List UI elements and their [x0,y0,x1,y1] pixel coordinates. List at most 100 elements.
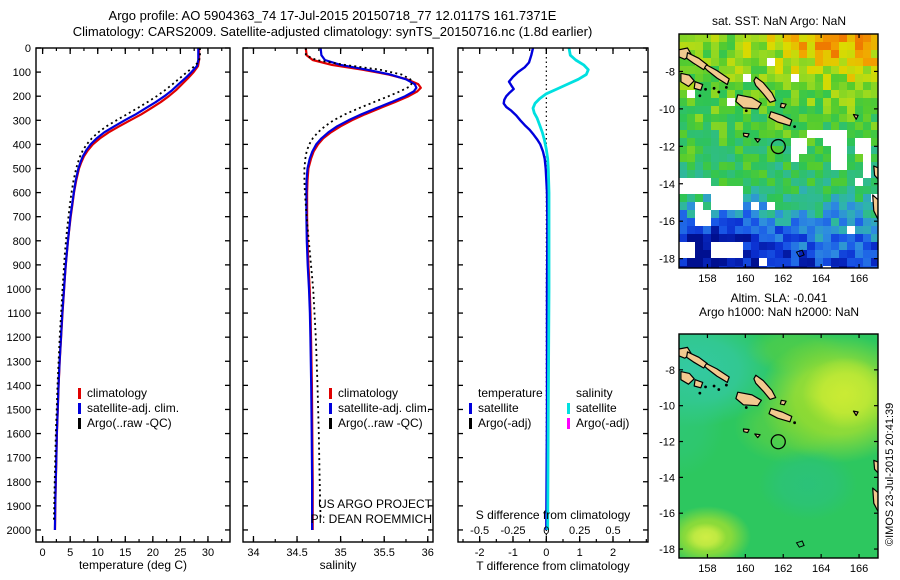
legend-label: satellite-adj. clim. [338,401,431,415]
legend-item-argo: Argo(..raw -QC) [329,416,430,431]
panel-temp: 0 5 10 15 20 25 300100200300400500600700800900… [7,43,231,559]
svg-text:1100: 1100 [7,308,31,320]
legend-label: satellite-adj. clim. [87,401,180,415]
svg-text:-0.25: -0.25 [500,525,525,537]
svg-text:2000: 2000 [7,525,31,537]
legend-label: satellite [478,401,519,415]
legend-header-salinity: salinity [567,386,629,401]
legend-label: Argo(..raw -QC) [338,416,423,430]
svg-text:35: 35 [334,547,346,559]
svg-text:162: 162 [774,563,792,575]
svg-text:-0.5: -0.5 [470,525,489,537]
sla-map: 158 160 162 164 166 -8 -10 -12 -14 -16 -18 [659,333,879,575]
svg-text:166: 166 [850,563,868,575]
svg-text:-12: -12 [659,141,675,153]
svg-text:500: 500 [13,163,31,175]
temperature-legend: climatology satellite-adj. clim. Argo(..… [78,386,179,431]
svg-text:600: 600 [13,188,31,200]
salinity-axis-label: salinity [319,558,357,572]
legend-item-t-satellite: satellite [469,401,543,416]
legend-item-climatology: climatology [78,386,179,401]
panel-diff: -2 -1 0 1 2 -0.5 -0.25 0 0.25 0.5 [457,47,649,559]
profile-location-marker [770,434,786,450]
legend-item-satellite-adj: satellite-adj. clim. [78,401,179,416]
svg-text:-12: -12 [659,437,675,449]
svg-text:166: 166 [850,273,868,285]
svg-text:-1: -1 [508,547,518,559]
profile-location-marker [770,138,786,155]
t-argo-line-swatch [469,418,472,429]
argo-line-swatch [329,418,332,429]
svg-text:300: 300 [13,115,31,127]
svg-text:5: 5 [67,547,73,559]
sla-map-subtitle: Argo h1000: NaN h2000: NaN [698,305,860,319]
svg-text:10: 10 [92,547,104,559]
svg-text:0.25: 0.25 [569,525,590,537]
satellite-adj-line-swatch [329,403,332,414]
svg-text:0.5: 0.5 [605,525,620,537]
climatology-line-swatch [78,388,81,399]
svg-text:1200: 1200 [7,332,31,344]
satellite-adj-line-swatch [78,403,81,414]
svg-text:1300: 1300 [7,356,31,368]
sst-map: 158 160 162 164 166 -8 -10 -12 -14 -16 -18 [659,33,879,285]
svg-text:-16: -16 [659,216,675,228]
legend-item-climatology: climatology [329,386,430,401]
legend-item-argo: Argo(..raw -QC) [78,416,179,431]
argo-line-swatch [78,418,81,429]
diff-legend-salinity: salinity satellite Argo(-adj) [567,386,629,431]
svg-text:1900: 1900 [7,501,31,513]
legend-item-s-argo: Argo(-adj) [567,416,629,431]
svg-text:-10: -10 [659,401,675,413]
svg-text:2: 2 [610,547,616,559]
sst-map-title: sat. SST: NaN Argo: NaN [711,14,847,28]
t-difference-axis-label: T difference from climatology [476,559,630,573]
svg-text:1: 1 [577,547,583,559]
svg-text:-2: -2 [475,547,485,559]
panel-sal: 34 34.5 35 35.5 36 [242,47,434,559]
svg-text:100: 100 [13,67,31,79]
svg-text:164: 164 [812,563,830,575]
climatology-line-swatch [329,388,332,399]
s-argo-line-swatch [567,418,570,429]
svg-text:160: 160 [736,273,754,285]
legend-item-s-satellite: satellite [567,401,629,416]
svg-text:700: 700 [13,212,31,224]
svg-text:-8: -8 [665,365,675,377]
legend-item-t-argo: Argo(-adj) [469,416,543,431]
svg-text:0: 0 [40,547,46,559]
svg-text:-16: -16 [659,508,675,520]
legend-label: Argo(-adj) [478,416,532,430]
svg-text:0: 0 [25,43,31,55]
s-difference-axis-label: S difference from climatology [475,508,631,522]
svg-text:36: 36 [422,547,434,559]
svg-text:162: 162 [774,273,792,285]
svg-text:34: 34 [247,547,259,559]
legend-label: Argo(..raw -QC) [87,416,172,430]
svg-text:1600: 1600 [7,429,31,441]
figure-subtitle: Climatology: CARS2009. Satellite-adjuste… [72,24,593,39]
svg-text:158: 158 [698,273,716,285]
svg-text:1800: 1800 [7,477,31,489]
legend-header-temperature: temperature [469,386,543,401]
svg-text:1000: 1000 [7,284,31,296]
t-satellite-line-swatch [469,403,472,414]
legend-header-label: salinity [576,386,613,400]
svg-text:158: 158 [698,563,716,575]
salinity-legend: climatology satellite-adj. clim. Argo(..… [329,386,430,431]
project-credit: US ARGO PROJECT PI: DEAN ROEMMICH [243,497,432,527]
s-satellite-line-swatch [567,403,570,414]
svg-text:0: 0 [543,547,549,559]
diff-legend-temperature: temperature satellite Argo(-adj) [469,386,543,431]
svg-text:164: 164 [812,273,830,285]
svg-text:-18: -18 [659,544,675,556]
svg-text:20: 20 [147,547,159,559]
project-credit-line2: PI: DEAN ROEMMICH [310,512,432,526]
svg-text:-14: -14 [659,179,675,191]
svg-text:25: 25 [174,547,186,559]
temperature-axis-label: temperature (deg C) [78,558,188,572]
legend-label: Argo(-adj) [576,416,630,430]
svg-text:34.5: 34.5 [286,547,307,559]
legend-label: satellite [576,401,617,415]
